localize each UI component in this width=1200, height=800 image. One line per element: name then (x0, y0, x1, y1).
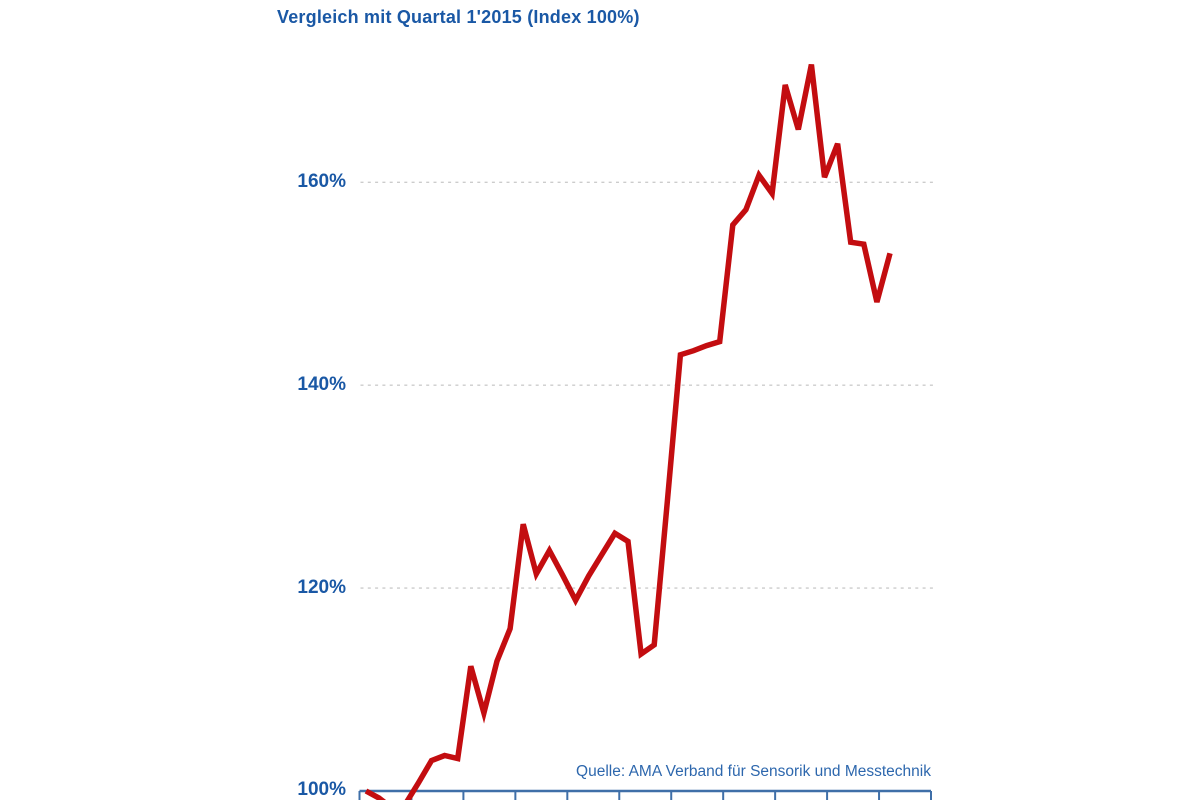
chart-title: Vergleich mit Quartal 1'2015 (Index 100%… (277, 7, 640, 27)
y-axis-label-160: 160% (297, 171, 346, 192)
y-axis-label-120: 120% (297, 577, 346, 598)
index-line (364, 64, 893, 800)
source-credit: Quelle: AMA Verband für Sensorik und Mes… (576, 763, 931, 780)
y-axis-label-140: 140% (297, 374, 346, 395)
y-axis-label-100: 100% (297, 779, 346, 800)
